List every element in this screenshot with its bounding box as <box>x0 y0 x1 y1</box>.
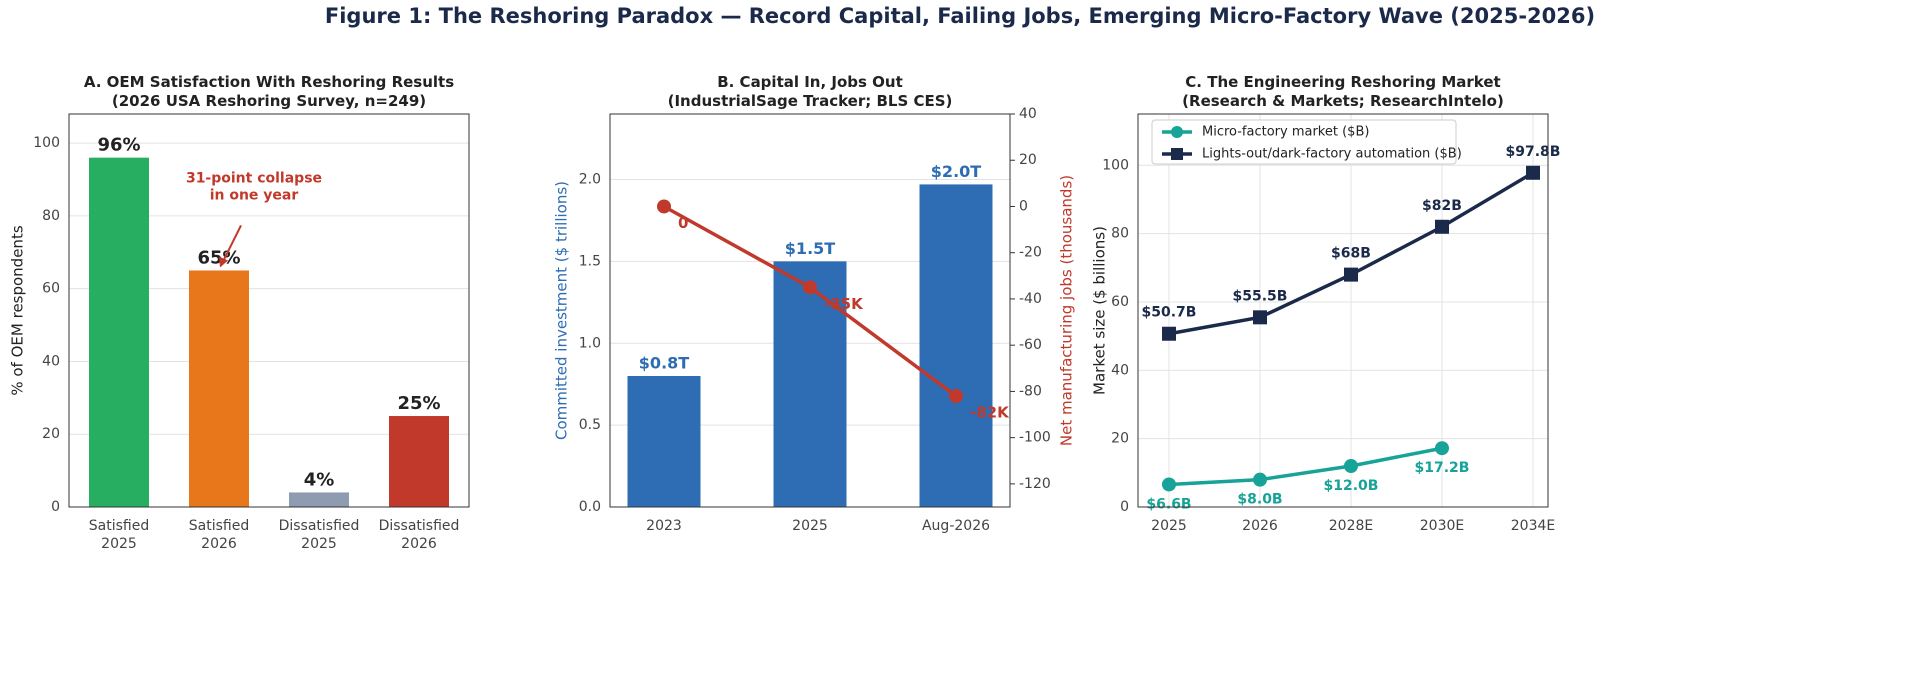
bar <box>389 416 449 507</box>
y-tick-label: 0 <box>1120 499 1129 515</box>
y-axis-label: % of OEM respondents <box>9 225 27 395</box>
marker <box>657 199 671 214</box>
line-value-label: $12.0B <box>1324 478 1379 494</box>
y2-tick-label: -20 <box>1019 245 1042 261</box>
x-tick-label: 2034E <box>1511 518 1555 534</box>
y2-tick-label: -120 <box>1019 476 1051 492</box>
bar-value-label: $0.8T <box>639 354 689 373</box>
line-value-label: $50.7B <box>1142 305 1197 321</box>
x-tick-label: Aug-2026 <box>922 518 990 534</box>
y-tick-label: 40 <box>42 353 60 369</box>
marker <box>1435 219 1449 234</box>
bar-value-label: $1.5T <box>785 239 835 258</box>
y2-tick-label: 40 <box>1019 106 1037 122</box>
y-tick-label: 20 <box>1111 431 1129 447</box>
y2-tick-label: -40 <box>1019 291 1042 307</box>
y-tick-label: 1.0 <box>579 335 601 351</box>
marker <box>1162 326 1176 341</box>
line-value-label: $55.5B <box>1233 288 1288 304</box>
line-value-label: $6.6B <box>1146 496 1191 512</box>
marker <box>1435 441 1449 456</box>
bar-value-label: 65% <box>197 247 240 268</box>
x-tick-label: 2023 <box>646 518 682 534</box>
bar <box>289 492 349 507</box>
y-tick-label: 60 <box>1111 294 1129 310</box>
annotation-arrow <box>220 225 242 266</box>
line-value-label: $82B <box>1422 198 1462 214</box>
y2-tick-label: -100 <box>1019 430 1051 446</box>
line-value-label: $68B <box>1331 246 1371 262</box>
line-value-label: $97.8B <box>1506 144 1561 160</box>
bar-value-label: 96% <box>97 135 140 156</box>
y-tick-label: 80 <box>42 208 60 224</box>
y-tick-label: 100 <box>1102 157 1129 173</box>
figure-title: Figure 1: The Reshoring Paradox — Record… <box>325 4 1595 28</box>
marker <box>803 280 817 295</box>
marker <box>1253 310 1267 325</box>
line-value-label: -35K <box>824 295 864 313</box>
marker <box>1344 267 1358 282</box>
y2-tick-label: 20 <box>1019 152 1037 168</box>
y2-tick-label: -80 <box>1019 383 1042 399</box>
y-tick-label: 80 <box>1111 226 1129 242</box>
panel-title: A. OEM Satisfaction With Reshoring Resul… <box>84 73 454 110</box>
y-tick-label: 60 <box>42 281 60 297</box>
y-axis-label: Committed investment ($ trillions) <box>553 181 571 440</box>
x-tick-label: 2025 <box>792 518 828 534</box>
bar <box>89 157 149 507</box>
y-tick-label: 40 <box>1111 362 1129 378</box>
line-value-label: -82K <box>970 404 1010 422</box>
x-tick-label: Satisfied 2025 <box>89 518 149 552</box>
x-tick-label: Dissatisfied 2026 <box>379 518 460 552</box>
legend-label: Lights-out/dark-factory automation ($B) <box>1202 147 1462 162</box>
y-tick-label: 100 <box>33 135 60 151</box>
marker <box>1253 472 1267 487</box>
line-value-label: $17.2B <box>1415 460 1470 476</box>
y-tick-label: 0 <box>51 499 60 515</box>
legend-marker <box>1171 126 1183 138</box>
bar-value-label: 4% <box>304 469 335 490</box>
marker <box>949 389 963 404</box>
y-axis-label: Market size ($ billions) <box>1091 226 1109 395</box>
marker <box>1344 458 1358 473</box>
y-tick-label: 1.5 <box>579 253 601 269</box>
x-tick-label: 2026 <box>1242 518 1278 534</box>
x-tick-label: 2028E <box>1329 518 1373 534</box>
line-value-label: 0 <box>678 214 688 232</box>
x-tick-label: Satisfied 2026 <box>189 518 249 552</box>
x-tick-label: 2025 <box>1151 518 1187 534</box>
legend-box <box>1151 119 1457 165</box>
bar <box>773 261 847 507</box>
legend-label: Micro-factory market ($B) <box>1202 125 1369 140</box>
marker <box>1162 477 1176 492</box>
y-tick-label: 20 <box>42 426 60 442</box>
bar-value-label: 25% <box>397 393 440 414</box>
bar-value-label: $2.0T <box>931 162 981 181</box>
plot-frame <box>68 113 470 508</box>
y-tick-label: 2.0 <box>579 172 601 188</box>
series-line <box>1168 446 1443 487</box>
y2-tick-label: 0 <box>1019 198 1028 214</box>
annotation-arrowhead <box>219 256 228 268</box>
y-tick-label: 0.5 <box>579 417 601 433</box>
marker <box>1526 165 1540 180</box>
x-tick-label: 2030E <box>1420 518 1464 534</box>
annotation: 31-point collapse in one year <box>186 170 322 203</box>
panel-title: C. The Engineering Reshoring Market (Rese… <box>1182 73 1504 110</box>
x-tick-label: Dissatisfied 2025 <box>279 518 360 552</box>
y-tick-label: 0.0 <box>579 499 601 515</box>
panel-title: B. Capital In, Jobs Out (IndustrialSage T… <box>668 73 953 110</box>
y2-tick-label: -60 <box>1019 337 1042 353</box>
bar <box>189 270 249 507</box>
bar <box>919 184 993 507</box>
bar <box>627 376 701 507</box>
plot-frame <box>1137 113 1549 508</box>
line-value-label: $8.0B <box>1237 492 1282 508</box>
plot-frame <box>609 113 1011 508</box>
legend-marker <box>1171 148 1183 160</box>
y2-axis-label: Net manufacturing jobs (thousands) <box>1058 175 1076 446</box>
